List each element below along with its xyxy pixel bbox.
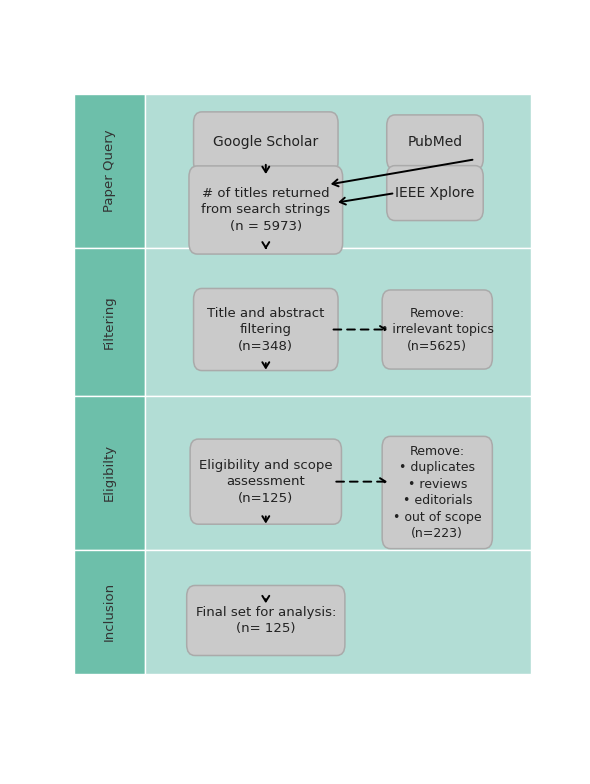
Text: Google Scholar: Google Scholar	[213, 136, 319, 150]
Text: Remove:
• irrelevant topics
(n=5625): Remove: • irrelevant topics (n=5625)	[381, 307, 494, 353]
FancyBboxPatch shape	[386, 165, 483, 220]
FancyBboxPatch shape	[74, 248, 145, 396]
FancyBboxPatch shape	[145, 248, 531, 396]
FancyBboxPatch shape	[386, 115, 483, 170]
Text: Final set for analysis:
(n= 125): Final set for analysis: (n= 125)	[196, 606, 336, 635]
Text: PubMed: PubMed	[408, 136, 463, 150]
Text: Eligibility and scope
assessment
(n=125): Eligibility and scope assessment (n=125)	[199, 459, 333, 505]
Text: Eligibilty: Eligibilty	[103, 445, 116, 502]
FancyBboxPatch shape	[194, 289, 338, 371]
FancyBboxPatch shape	[74, 396, 145, 550]
Text: Title and abstract
filtering
(n=348): Title and abstract filtering (n=348)	[207, 307, 324, 353]
FancyBboxPatch shape	[194, 112, 338, 172]
Text: Inclusion: Inclusion	[103, 583, 116, 641]
FancyBboxPatch shape	[382, 437, 493, 549]
FancyBboxPatch shape	[145, 94, 531, 248]
FancyBboxPatch shape	[74, 550, 145, 673]
Text: Remove:
• duplicates
• reviews
• editorials
• out of scope
(n=223): Remove: • duplicates • reviews • editori…	[393, 445, 481, 540]
Text: # of titles returned
from search strings
(n = 5973): # of titles returned from search strings…	[201, 187, 330, 233]
FancyBboxPatch shape	[189, 166, 343, 254]
FancyBboxPatch shape	[186, 586, 345, 655]
FancyBboxPatch shape	[190, 439, 342, 524]
FancyBboxPatch shape	[74, 94, 145, 248]
Text: IEEE Xplore: IEEE Xplore	[395, 186, 475, 200]
FancyBboxPatch shape	[145, 396, 531, 550]
FancyBboxPatch shape	[382, 290, 493, 369]
FancyBboxPatch shape	[145, 550, 531, 673]
Text: Filtering: Filtering	[103, 295, 116, 349]
Text: Paper Query: Paper Query	[103, 129, 116, 212]
